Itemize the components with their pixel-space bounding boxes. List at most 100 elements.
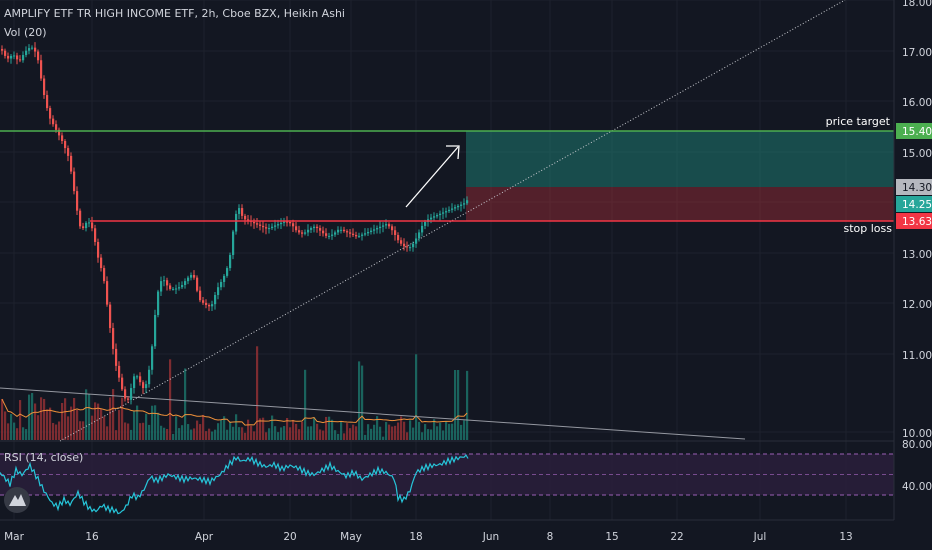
entry-badge	[896, 179, 932, 195]
candle-body	[403, 243, 406, 247]
candle-body	[256, 223, 259, 225]
volume-bar	[421, 432, 424, 440]
candle-body	[424, 221, 427, 226]
time-tick: 16	[85, 531, 99, 543]
volume-bar	[199, 424, 202, 440]
candle-body	[58, 129, 61, 136]
volume-bar	[262, 417, 265, 440]
price-target-badge-text: 15.40	[902, 126, 932, 138]
candle-body	[118, 365, 121, 378]
candle-body	[1, 48, 4, 51]
volume-bar	[454, 370, 457, 440]
price-tick: 15.00	[902, 148, 932, 160]
volume-bar	[436, 426, 439, 440]
volume-bar	[403, 421, 406, 440]
candle-body	[202, 300, 205, 303]
time-axis[interactable]: Mar 16 Apr 20 May 18 Jun 8 15 22 Jul 13	[0, 519, 894, 543]
volume-bar	[112, 389, 115, 440]
candle-body	[310, 228, 313, 230]
volume-bar	[355, 426, 358, 440]
volume-bar	[448, 423, 451, 440]
volume-bar	[214, 429, 217, 440]
volume-bar	[328, 416, 331, 440]
volume-bar	[202, 414, 205, 440]
candle-body	[16, 55, 19, 60]
volume-bar	[235, 414, 238, 440]
volume-bar	[418, 421, 421, 440]
volume-bar	[244, 432, 247, 440]
candle-body	[286, 221, 289, 223]
volume-bar	[268, 428, 271, 440]
candle-body	[241, 208, 244, 216]
volume-bar	[340, 420, 343, 440]
rsi-tick: 40.00	[902, 481, 932, 493]
volume-bar	[88, 394, 91, 440]
candle-body	[46, 95, 49, 109]
candle-body	[52, 118, 55, 125]
price-tick: 17.00	[902, 47, 932, 59]
candle-body	[244, 215, 247, 220]
volume-bar	[298, 429, 301, 440]
candle-body	[166, 280, 169, 286]
price-tick: 10.00	[902, 428, 932, 440]
volume-bar	[265, 432, 268, 440]
volume-bar	[43, 398, 46, 440]
volume-bar	[352, 424, 355, 440]
volume-bar	[247, 419, 250, 440]
volume-bar	[10, 414, 13, 440]
volume-bar	[343, 433, 346, 440]
candle-body	[121, 377, 124, 390]
candle-body	[448, 209, 451, 212]
volume-bar	[100, 408, 103, 440]
candle-body	[76, 191, 79, 211]
candle-body	[13, 55, 16, 57]
volume-bar	[358, 361, 361, 440]
volume-bar	[289, 427, 292, 440]
candle-body	[361, 234, 364, 236]
time-tick: 18	[409, 531, 422, 543]
price-tick: 11.00	[902, 350, 932, 362]
candle-body	[388, 224, 391, 227]
candle-body	[136, 376, 139, 378]
candle-body	[430, 217, 433, 220]
volume-bar	[4, 411, 7, 440]
candle-body	[79, 210, 82, 227]
candle-body	[412, 243, 415, 248]
volume-bar	[271, 415, 274, 440]
candle-body	[268, 228, 271, 230]
volume-bar	[304, 369, 307, 440]
volume-bar	[142, 422, 145, 440]
candle-body	[421, 225, 424, 233]
volume-bar	[286, 418, 289, 440]
candle-body	[178, 287, 181, 289]
volume-bar	[379, 426, 382, 440]
candle-body	[367, 231, 370, 234]
volume-bar	[334, 430, 337, 440]
candle-body	[331, 234, 334, 236]
volume-bar	[31, 393, 34, 440]
volume-bar	[331, 419, 334, 440]
volume-bar	[193, 428, 196, 440]
candle-body	[343, 229, 346, 232]
tradingview-logo-icon[interactable]	[4, 487, 30, 513]
volume-bar	[85, 389, 88, 440]
volume-bar	[253, 431, 256, 440]
volume-bar	[361, 365, 364, 440]
volume-bar	[451, 423, 454, 440]
volume-bar	[58, 421, 61, 440]
volume-bar	[295, 423, 298, 440]
candle-body	[223, 275, 226, 282]
candle-body	[100, 257, 103, 269]
candle-body	[253, 221, 256, 224]
candle-body	[400, 240, 403, 244]
volume-bar	[76, 409, 79, 440]
candle-body	[133, 376, 136, 389]
volume-bar	[55, 424, 58, 440]
candle-body	[112, 328, 115, 349]
volume-bar	[280, 427, 283, 440]
price-axis[interactable]: 18.00 17.00 16.00 15.00 13.00 12.00 11.0…	[893, 0, 932, 520]
candle-body	[238, 208, 241, 214]
candle-body	[115, 348, 118, 366]
candle-body	[154, 315, 157, 347]
